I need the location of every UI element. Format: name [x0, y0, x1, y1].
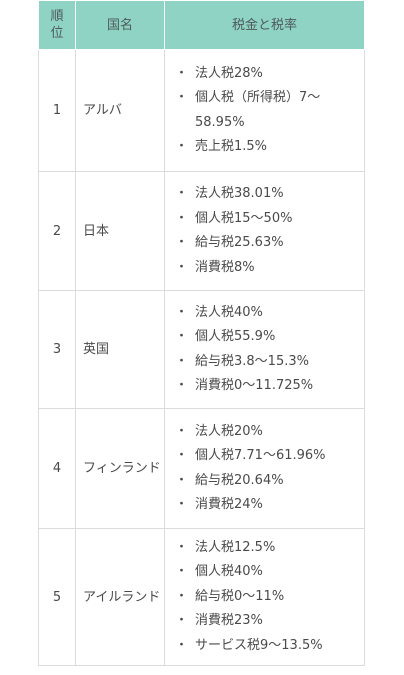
tax-ranking-table: 順位 国名 税金と税率 1 アルバ・法人税28% ・個人税（所得税）7〜58.95%… — [38, 0, 365, 666]
tax-list-item: ・給与税0〜11% — [175, 585, 364, 610]
tax-text: 法人税20% — [195, 423, 263, 439]
tax-list: ・法人税20% ・個人税7.71〜61.96% ・給与税20.64% ・消費税24% — [175, 420, 364, 518]
bullet: ・ — [175, 235, 189, 250]
bullet: ・ — [175, 564, 189, 580]
tax-text: 個人税40% — [195, 564, 263, 580]
tax-list-cell: ・法人税12.5% ・個人税40% ・給与税0〜11% ・消費税23% ・サービス税9〜… — [164, 528, 365, 666]
bullet: ・ — [175, 539, 189, 555]
table-row: 2 日本・法人税38.01% ・個人税15〜50% ・給与税25.63% ・消費税8% — [38, 171, 365, 291]
tax-text: 給与税0〜11% — [195, 588, 285, 604]
header-rank-label: 順位 — [50, 9, 64, 41]
tax-list-cell: ・法人税28% ・個人税（所得税）7〜58.95% ・売上税1.5% — [164, 49, 365, 172]
tax-list-item: ・個人税40% — [175, 560, 364, 585]
tax-list-item: ・法人税20% — [175, 420, 364, 445]
tax-list: ・法人税12.5% ・個人税40% ・給与税0〜11% ・消費税23% ・サービス税9〜… — [175, 536, 364, 659]
tax-list-item: ・売上税1.5% — [175, 135, 364, 160]
bullet: ・ — [175, 423, 189, 439]
tax-list-item: ・消費税23% — [175, 609, 364, 634]
rank-cell: 1 — [38, 49, 76, 172]
tax-list-item: ・法人税40% — [175, 301, 364, 326]
bullet: ・ — [175, 65, 189, 81]
tax-list-item: ・消費税8% — [175, 256, 364, 281]
bullet: ・ — [175, 613, 189, 629]
tax-list-item: ・個人税55.9% — [175, 325, 364, 350]
tax-list-item: ・給与税20.64% — [175, 469, 364, 494]
bullet: ・ — [175, 304, 189, 320]
tax-text: 法人税28% — [195, 65, 263, 81]
bullet: ・ — [175, 378, 189, 393]
bullet: ・ — [175, 329, 189, 344]
tax-list-item: ・消費税0〜11.725% — [175, 374, 364, 399]
tax-text: 消費税23% — [195, 613, 263, 629]
tax-list-item: ・法人税28% — [175, 62, 364, 87]
tax-text: 給与税20.64% — [195, 472, 284, 488]
tax-text: 法人税12.5% — [195, 539, 276, 555]
tax-text: 個人税7.71〜61.96% — [195, 448, 326, 463]
country-cell: 英国 — [75, 290, 165, 409]
tax-text: 給与税25.63% — [195, 235, 284, 250]
table-row: 3 英国・法人税40% ・個人税55.9% ・給与税3.8〜15.3% ・消費税0〜11… — [38, 290, 365, 409]
header-rank: 順位 — [38, 0, 76, 50]
tax-list-item: ・給与税3.8〜15.3% — [175, 350, 364, 375]
bullet: ・ — [175, 448, 189, 463]
country-cell: フィンランド — [75, 408, 165, 529]
bullet: ・ — [175, 637, 189, 653]
tax-list-item: ・法人税38.01% — [175, 182, 364, 207]
tax-list-item: ・法人税12.5% — [175, 536, 364, 561]
tax-list-cell: ・法人税20% ・個人税7.71〜61.96% ・給与税20.64% ・消費税24% — [164, 408, 365, 529]
tax-table-container: 順位 国名 税金と税率 1 アルバ・法人税28% ・個人税（所得税）7〜58.95%… — [38, 0, 365, 666]
tax-list-cell: ・法人税38.01% ・個人税15〜50% ・給与税25.63% ・消費税8% — [164, 171, 365, 291]
bullet: ・ — [175, 259, 189, 275]
tax-text: 消費税8% — [195, 259, 255, 275]
tax-list: ・法人税40% ・個人税55.9% ・給与税3.8〜15.3% ・消費税0〜11.72… — [175, 301, 364, 399]
country-cell: アイルランド — [75, 528, 165, 666]
table-row: 1 アルバ・法人税28% ・個人税（所得税）7〜58.95% ・売上税1.5% — [38, 49, 365, 172]
rank-cell: 4 — [38, 408, 76, 529]
rank-cell: 3 — [38, 290, 76, 409]
tax-list-item: ・給与税25.63% — [175, 231, 364, 256]
table-row: 4 フィンランド・法人税20% ・個人税7.71〜61.96% ・給与税20.64% ・… — [38, 408, 365, 529]
bullet: ・ — [175, 353, 189, 369]
bullet: ・ — [175, 90, 189, 105]
tax-text: 給与税3.8〜15.3% — [195, 353, 309, 369]
bullet: ・ — [175, 186, 189, 201]
tax-list-item: ・消費税24% — [175, 493, 364, 518]
tax-list: ・法人税38.01% ・個人税15〜50% ・給与税25.63% ・消費税8% — [175, 182, 364, 280]
rank-cell: 2 — [38, 171, 76, 291]
tax-text: 法人税38.01% — [195, 186, 284, 201]
country-cell: アルバ — [75, 49, 165, 172]
bullet: ・ — [175, 588, 189, 604]
rank-cell: 5 — [38, 528, 76, 666]
header-tax: 税金と税率 — [164, 0, 365, 50]
bullet: ・ — [175, 139, 189, 154]
country-cell: 日本 — [75, 171, 165, 291]
tax-text: 売上税1.5% — [195, 139, 268, 154]
table-row: 5 アイルランド・法人税12.5% ・個人税40% ・給与税0〜11% ・消費税23% ・… — [38, 528, 365, 666]
table-header-row: 順位 国名 税金と税率 — [38, 0, 365, 50]
tax-text: 法人税40% — [195, 304, 263, 320]
tax-list-item: ・個人税7.71〜61.96% — [175, 444, 364, 469]
bullet: ・ — [175, 472, 189, 488]
bullet: ・ — [175, 210, 189, 226]
tax-text: サービス税9〜13.5% — [195, 637, 323, 653]
header-country: 国名 — [75, 0, 165, 50]
tax-text: 消費税0〜11.725% — [195, 378, 314, 393]
tax-text: 個人税55.9% — [195, 329, 276, 344]
tax-text: 個人税15〜50% — [195, 210, 293, 226]
tax-list: ・法人税28% ・個人税（所得税）7〜58.95% ・売上税1.5% — [175, 62, 364, 160]
tax-list-item: ・個人税（所得税）7〜58.95% — [175, 86, 364, 135]
tax-list-cell: ・法人税40% ・個人税55.9% ・給与税3.8〜15.3% ・消費税0〜11.72… — [164, 290, 365, 409]
tax-text: 個人税（所得税）7〜58.95% — [195, 90, 321, 130]
bullet: ・ — [175, 497, 189, 512]
tax-list-item: ・個人税15〜50% — [175, 207, 364, 232]
tax-list-item: ・サービス税9〜13.5% — [175, 634, 364, 659]
tax-text: 消費税24% — [195, 497, 263, 512]
